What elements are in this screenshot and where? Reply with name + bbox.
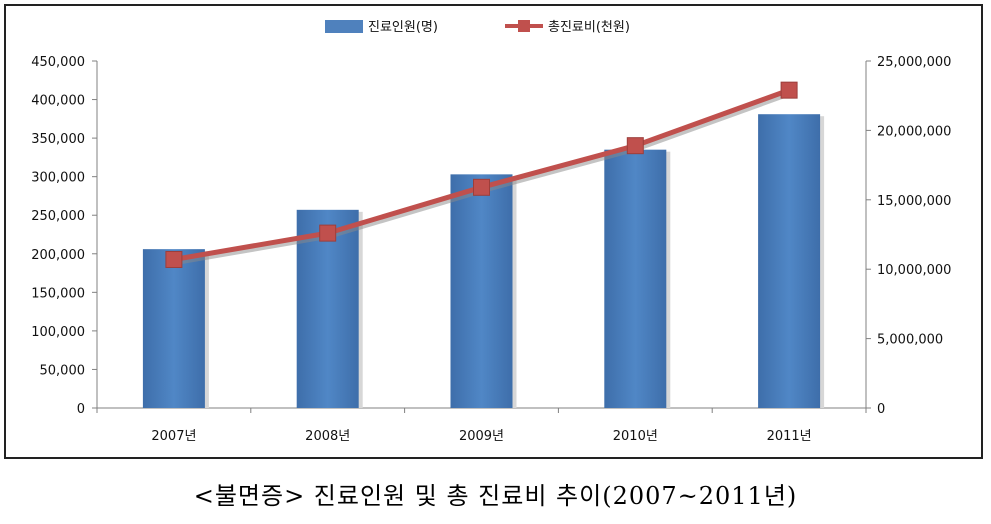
right-y-axis: 0 5,000,000 10,000,000 15,000,000 20,000,000… [865,55,951,417]
bar [142,249,205,408]
left-tick-label: 150,000 [31,286,85,301]
combo-chart: 진료인원(명) 총진료비(천원) 0 50,000 100,000 150,000 200… [31,20,951,444]
bar [758,114,821,408]
right-tick-label: 20,000,000 [877,124,951,139]
left-y-axis: 0 50,000 100,000 150,000 200,000 250,000 300,0… [31,55,98,417]
left-tick-label: 100,000 [31,325,85,340]
legend-line-marker [518,20,530,32]
left-tick-label: 50,000 [40,363,86,378]
right-tick-label: 0 [877,402,885,417]
line-point [473,178,490,196]
left-tick-label: 350,000 [31,132,85,147]
figure-caption: <불면증> 진료인원 및 총 진료비 추이(2007~2011년) [193,482,798,510]
right-tick-label: 5,000,000 [877,333,943,348]
line-point [165,250,183,268]
right-tick-label: 25,000,000 [877,55,951,70]
x-tick-label: 2010년 [613,429,658,444]
bar [450,174,513,408]
x-tick-label: 2007년 [151,429,196,444]
line-point [626,137,644,155]
left-tick-label: 250,000 [31,209,85,224]
bar [296,209,359,408]
left-tick-label: 200,000 [31,248,85,263]
legend-bar-label: 진료인원(명) [368,20,438,35]
x-tick-label: 2008년 [305,429,350,444]
bar-series [142,114,825,408]
legend-bar-swatch [325,20,363,33]
left-tick-label: 0 [77,402,85,417]
left-tick-label: 300,000 [31,171,85,186]
line-point [319,224,337,242]
x-tick-label: 2009년 [459,429,504,444]
right-tick-label: 10,000,000 [877,263,951,278]
line-series [165,81,798,268]
x-axis: 2007년 2008년 2009년 2010년 2011년 [96,407,867,444]
legend-line-label: 총진료비(천원) [548,20,630,35]
line-point [780,81,798,99]
bar [604,149,667,408]
left-tick-label: 450,000 [31,55,85,70]
legend: 진료인원(명) 총진료비(천원) [325,20,630,35]
left-tick-label: 400,000 [31,94,85,109]
x-tick-label: 2011년 [767,429,812,444]
right-tick-label: 15,000,000 [877,194,951,209]
